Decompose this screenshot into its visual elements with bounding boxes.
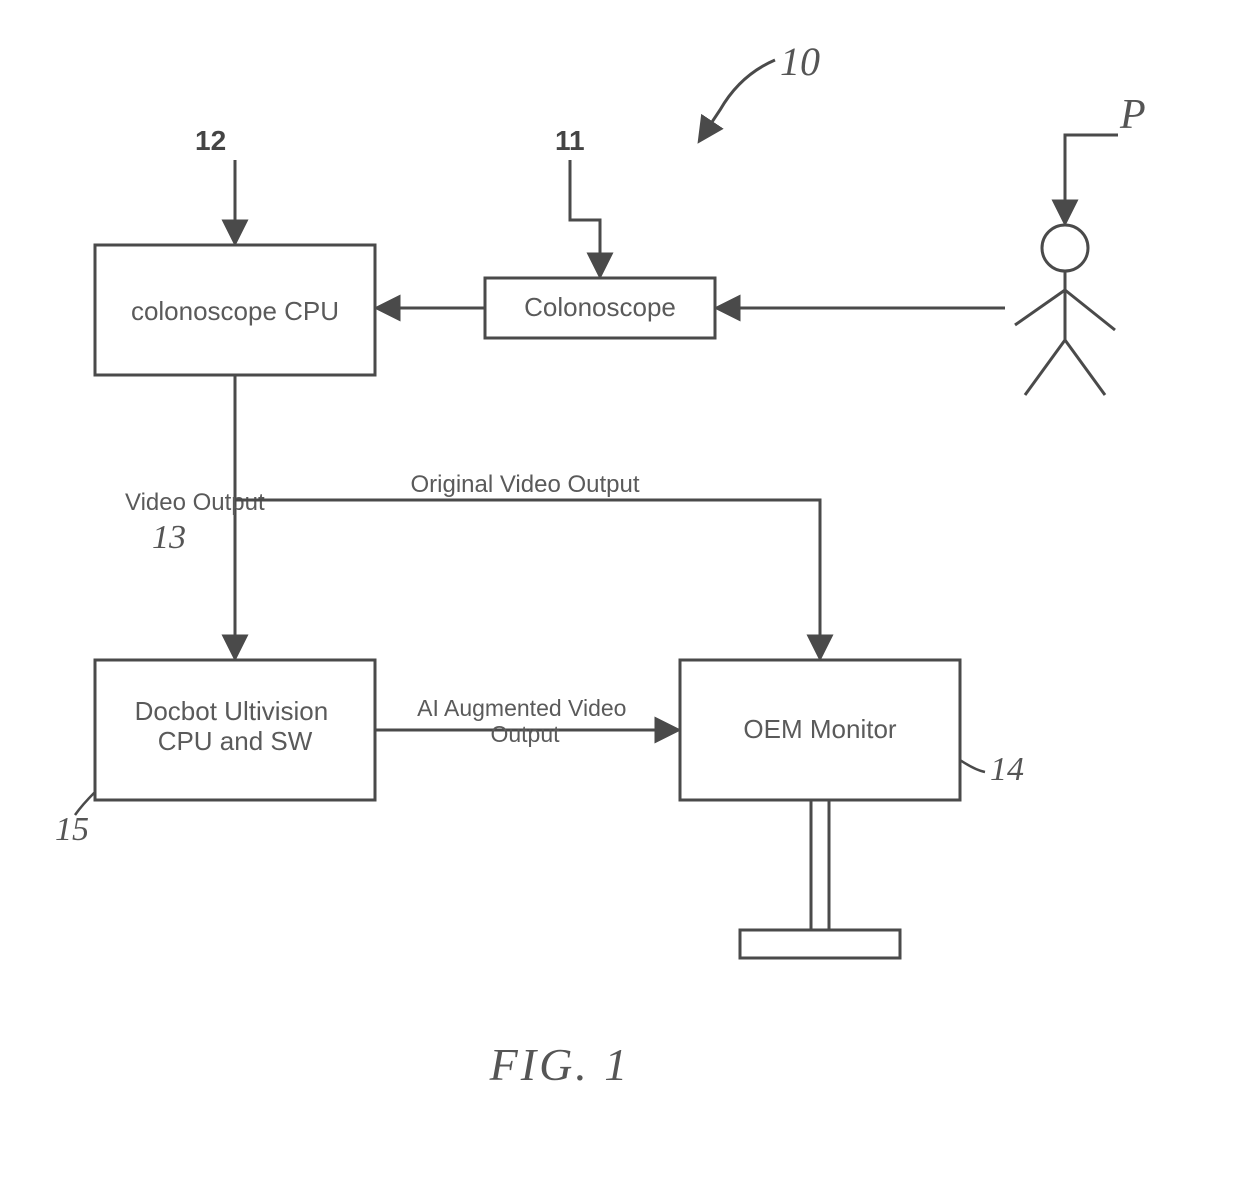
edge-video-output-label: Video Output: [125, 489, 265, 516]
node-patient-icon: [1015, 225, 1115, 395]
edge-cpu-to-docbot: Video Output: [125, 375, 265, 657]
svg-text:AI Augmented Video Outpu: AI Augmented Video Output: [417, 695, 633, 747]
ref-14-text: 14: [990, 751, 1024, 788]
edge-original-video-output-label: Original Video Output: [410, 471, 639, 498]
node-colonoscope-cpu: colonoscope CPU: [95, 245, 375, 375]
ref-12-text: 12: [195, 125, 226, 156]
node-colonoscope: Colonoscope: [485, 278, 715, 338]
ref-p-text: P: [1119, 92, 1146, 138]
ref-13-text: 13: [152, 519, 186, 556]
ref-14: 14: [960, 751, 1024, 788]
ref-10: 10: [700, 39, 820, 140]
figure-title: FIG. 1: [489, 1039, 631, 1090]
node-oem-monitor: OEM Monitor: [680, 660, 960, 958]
node-oem-monitor-label: OEM Monitor: [743, 714, 896, 744]
ref-13: 13: [152, 519, 186, 556]
monitor-stand-base: [740, 930, 900, 958]
ref-12: 12: [195, 125, 235, 242]
ref-p: P: [1065, 92, 1146, 222]
ref-10-text: 10: [780, 39, 820, 84]
svg-text:Docbot Ultivision CPU an: Docbot Ultivision CPU and SW: [135, 696, 336, 756]
figure-canvas: colonoscope CPU Colonoscope Docbot Ultiv…: [0, 0, 1240, 1194]
ref-15-text: 15: [55, 811, 89, 848]
monitor-stand-pole: [811, 800, 829, 930]
node-docbot: Docbot Ultivision CPU and SW Docbot Ulti…: [0, 0, 375, 800]
node-docbot-label-line1: Docbot Ultivision: [135, 696, 329, 726]
node-colonoscope-cpu-label: colonoscope CPU: [131, 296, 339, 326]
edge-ai-output-line2: Output: [490, 721, 560, 747]
node-docbot-label-line2: CPU and SW: [158, 726, 313, 756]
edge-ai-output-line1: AI Augmented Video: [417, 695, 626, 721]
node-colonoscope-label: Colonoscope: [524, 292, 676, 322]
ref-15: 15: [55, 792, 95, 848]
ref-11-text: 11: [555, 125, 585, 156]
edge-cpu-to-monitor: Original Video Output: [235, 471, 820, 657]
ref-11: 11: [555, 125, 600, 275]
